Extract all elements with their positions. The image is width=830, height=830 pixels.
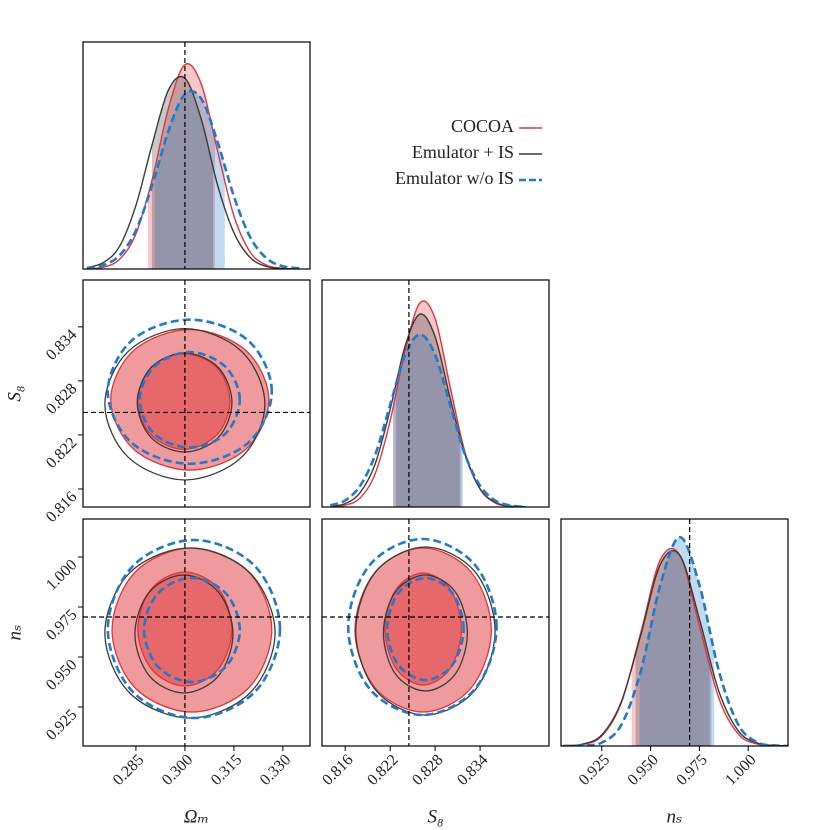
contour	[382, 574, 468, 692]
contour	[136, 352, 233, 453]
contour	[138, 350, 242, 449]
density-curve	[86, 63, 300, 269]
legend-label: Emulator + IS	[412, 142, 514, 162]
x-axis-label: S₈	[427, 806, 443, 827]
legend-label: COCOA	[451, 116, 514, 136]
contour	[104, 327, 266, 481]
plot-area	[104, 318, 274, 481]
plot-area	[104, 538, 282, 720]
x-axis-label: nₛ	[667, 806, 683, 827]
contour	[106, 538, 282, 720]
density-curve	[86, 89, 300, 269]
panel-frame	[82, 41, 311, 270]
density-curve	[330, 313, 526, 507]
plot-area	[329, 300, 526, 507]
contour	[137, 353, 231, 450]
contour	[385, 576, 465, 682]
density-curve	[329, 333, 526, 507]
contour	[134, 574, 234, 694]
contour	[346, 537, 498, 717]
density-curve	[562, 535, 788, 746]
panel-frame	[82, 279, 311, 508]
plot-area	[346, 537, 498, 717]
contour	[104, 547, 276, 719]
density-curve	[562, 550, 788, 746]
x-axis-label: Ωₘ	[184, 806, 209, 827]
y-axis-label: S₈	[4, 385, 25, 401]
panel-frame	[82, 518, 311, 747]
panel-frame	[321, 279, 550, 508]
contour	[384, 572, 462, 686]
contour	[106, 318, 274, 466]
contour	[142, 576, 242, 684]
panel-frame	[560, 518, 789, 747]
density-curve	[86, 75, 300, 269]
legend-label: Emulator w/o IS	[395, 168, 514, 188]
y-axis-label: nₛ	[4, 625, 25, 641]
